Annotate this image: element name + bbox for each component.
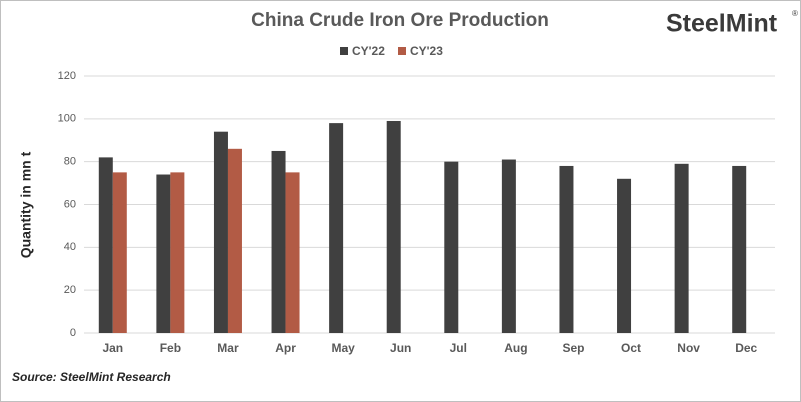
y-tick-label: 100 xyxy=(58,113,76,125)
bar xyxy=(444,161,459,333)
legend-label: CY'22 xyxy=(352,44,385,58)
bar xyxy=(271,150,286,333)
y-tick-label: 0 xyxy=(70,327,76,339)
logo-mark: ® xyxy=(792,9,798,18)
x-tick-label: Oct xyxy=(621,341,641,355)
x-tick-label: Jan xyxy=(102,341,123,355)
y-tick-label: 40 xyxy=(64,241,76,253)
y-axis-label: Quantity in mn t xyxy=(18,151,34,258)
y-tick-label: 80 xyxy=(64,156,76,168)
bar xyxy=(674,163,689,333)
bar xyxy=(98,157,113,333)
x-tick-label: Nov xyxy=(677,341,700,355)
bar xyxy=(156,174,171,333)
logo: SteelMint xyxy=(666,10,778,38)
legend-swatch xyxy=(340,47,348,55)
bar xyxy=(213,131,228,333)
chart-title: China Crude Iron Ore Production xyxy=(251,10,549,31)
x-tick-label: Sep xyxy=(562,341,584,355)
y-tick-label: 120 xyxy=(58,70,76,82)
x-tick-label: Jul xyxy=(450,341,467,355)
x-tick-label: Feb xyxy=(160,341,181,355)
source: Source: SteelMint Research xyxy=(12,370,171,384)
bar xyxy=(732,165,747,333)
x-tick-label: Dec xyxy=(735,341,757,355)
x-tick-label: Apr xyxy=(275,341,296,355)
y-tick-label: 60 xyxy=(64,198,76,210)
x-tick-label: Mar xyxy=(217,341,239,355)
x-tick-label: Aug xyxy=(504,341,527,355)
legend-label: CY'23 xyxy=(410,44,443,58)
y-tick-label: 20 xyxy=(64,284,76,296)
bar xyxy=(329,123,344,333)
bar xyxy=(112,172,127,333)
x-tick-label: May xyxy=(331,341,355,355)
bar xyxy=(501,159,516,333)
legend-swatch xyxy=(398,47,406,55)
bar xyxy=(285,172,300,333)
bar xyxy=(559,165,574,333)
bar xyxy=(227,148,242,333)
bar xyxy=(170,172,185,333)
x-tick-label: Jun xyxy=(390,341,411,355)
bar xyxy=(386,120,401,333)
bar xyxy=(617,178,632,333)
